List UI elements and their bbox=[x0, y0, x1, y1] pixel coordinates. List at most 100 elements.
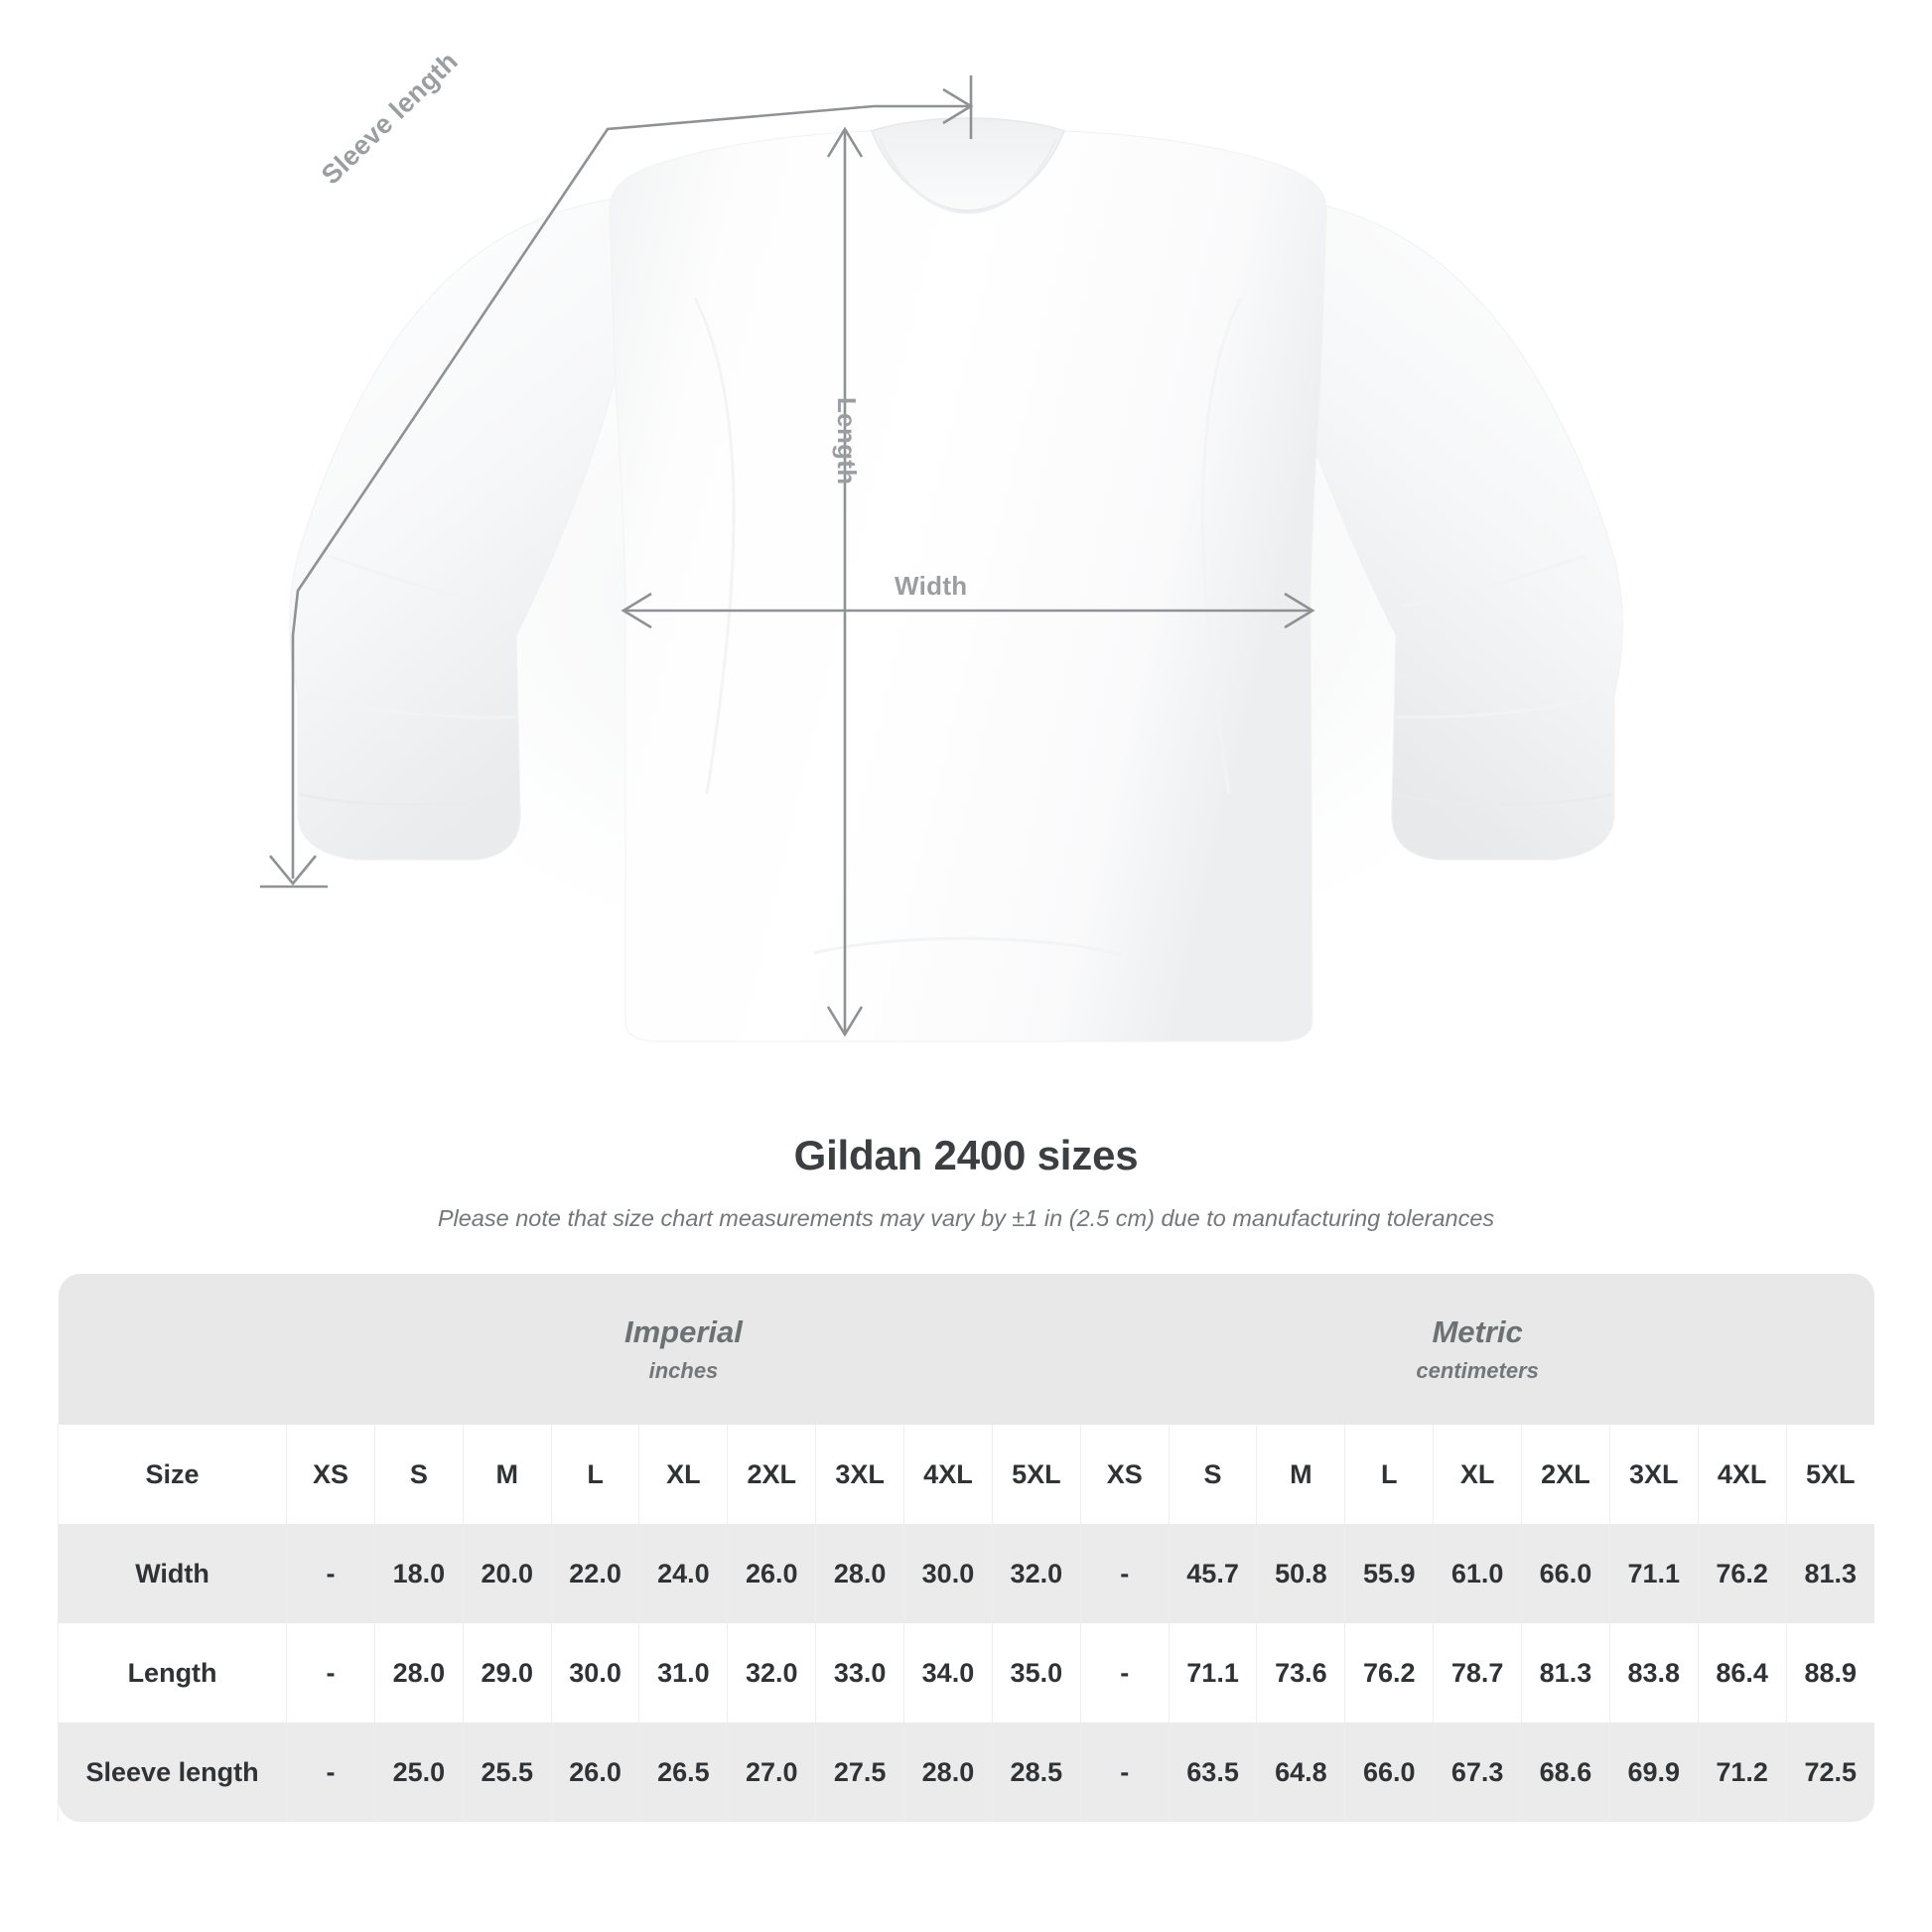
cell-width-imperial-l: 22.0 bbox=[550, 1524, 639, 1623]
cell-length-imperial-4xl: 34.0 bbox=[903, 1623, 993, 1723]
cell-sleeve-imperial-3xl: 27.5 bbox=[815, 1723, 904, 1822]
table-row: Width - 18.0 20.0 22.0 24.0 26.0 28.0 30… bbox=[57, 1524, 1874, 1623]
cell-width-imperial-xs: - bbox=[286, 1524, 375, 1623]
row-label-sleeve-length: Sleeve length bbox=[57, 1723, 287, 1822]
cell-length-metric-s: 71.1 bbox=[1168, 1623, 1257, 1723]
measurement-guides bbox=[260, 75, 1315, 1037]
unit-group-header-row: Imperial inches Metric centimeters bbox=[58, 1274, 1874, 1425]
size-header-imperial-m: M bbox=[462, 1425, 552, 1524]
cell-sleeve-metric-2xl: 68.6 bbox=[1521, 1723, 1610, 1822]
cell-sleeve-metric-s: 63.5 bbox=[1168, 1723, 1257, 1822]
length-dimension-label: Length bbox=[832, 397, 862, 485]
cell-length-metric-l: 76.2 bbox=[1344, 1623, 1434, 1723]
size-header-metric-5xl: 5XL bbox=[1785, 1425, 1874, 1524]
cell-length-imperial-5xl: 35.0 bbox=[991, 1623, 1081, 1723]
title-block: Gildan 2400 sizes Please note that size … bbox=[0, 1132, 1932, 1232]
fabric-folds bbox=[307, 297, 1605, 957]
width-arrowhead-right bbox=[1284, 592, 1315, 629]
size-header-imperial-xs: XS bbox=[286, 1425, 375, 1524]
width-arrowhead-left bbox=[621, 592, 652, 629]
cell-length-imperial-2xl: 32.0 bbox=[727, 1623, 816, 1723]
size-chart-table-wrapper: Imperial inches Metric centimeters Size … bbox=[57, 1274, 1874, 1822]
cell-length-metric-xl: 78.7 bbox=[1433, 1623, 1522, 1723]
cell-sleeve-imperial-xs: - bbox=[286, 1723, 375, 1822]
size-header-imperial-s: S bbox=[373, 1425, 464, 1524]
cell-width-metric-s: 45.7 bbox=[1168, 1524, 1257, 1623]
garment-diagram-svg bbox=[258, 75, 1648, 1042]
sleeve-length-arrowhead-down bbox=[268, 855, 318, 887]
cell-length-metric-m: 73.6 bbox=[1256, 1623, 1345, 1723]
cell-sleeve-imperial-5xl: 28.5 bbox=[991, 1723, 1081, 1822]
row-label-length: Length bbox=[57, 1623, 287, 1723]
garment-illustration: Sleeve length Length Width bbox=[258, 46, 1648, 1042]
row-label-width: Width bbox=[57, 1524, 287, 1623]
size-header-metric-2xl: 2XL bbox=[1521, 1425, 1610, 1524]
cell-length-imperial-xl: 31.0 bbox=[638, 1623, 728, 1723]
cell-width-imperial-4xl: 30.0 bbox=[903, 1524, 993, 1623]
length-arrowhead-top bbox=[826, 126, 864, 158]
width-dimension-label: Width bbox=[895, 571, 968, 601]
cell-sleeve-imperial-xl: 26.5 bbox=[638, 1723, 728, 1822]
cell-width-metric-m: 50.8 bbox=[1256, 1524, 1345, 1623]
size-header-imperial-4xl: 4XL bbox=[903, 1425, 993, 1524]
cell-sleeve-metric-5xl: 72.5 bbox=[1785, 1723, 1874, 1822]
cell-length-metric-3xl: 83.8 bbox=[1608, 1623, 1699, 1723]
cell-width-imperial-2xl: 26.0 bbox=[727, 1524, 816, 1623]
cell-length-imperial-l: 30.0 bbox=[550, 1623, 639, 1723]
size-header-metric-xs: XS bbox=[1079, 1425, 1170, 1524]
size-header-row: Size XS S M L XL 2XL 3XL 4XL 5XL XS S M … bbox=[57, 1425, 1874, 1524]
cell-width-metric-l: 55.9 bbox=[1344, 1524, 1434, 1623]
cell-width-metric-2xl: 66.0 bbox=[1521, 1524, 1610, 1623]
cell-length-metric-5xl: 88.9 bbox=[1785, 1623, 1874, 1723]
size-header-metric-l: L bbox=[1344, 1425, 1434, 1524]
table-row: Sleeve length - 25.0 25.5 26.0 26.5 27.0… bbox=[57, 1723, 1874, 1822]
cell-sleeve-imperial-2xl: 27.0 bbox=[727, 1723, 816, 1822]
cell-length-imperial-xs: - bbox=[286, 1623, 375, 1723]
length-arrowhead-bottom bbox=[826, 1006, 864, 1037]
cell-length-metric-4xl: 86.4 bbox=[1697, 1623, 1787, 1723]
cell-sleeve-metric-m: 64.8 bbox=[1256, 1723, 1345, 1822]
cell-sleeve-metric-3xl: 69.9 bbox=[1608, 1723, 1699, 1822]
cell-width-imperial-3xl: 28.0 bbox=[815, 1524, 904, 1623]
cell-width-metric-4xl: 76.2 bbox=[1697, 1524, 1787, 1623]
size-column-label: Size bbox=[57, 1425, 287, 1524]
shirt-body bbox=[609, 130, 1327, 1042]
cell-sleeve-metric-xl: 67.3 bbox=[1433, 1723, 1522, 1822]
table-row: Length - 28.0 29.0 30.0 31.0 32.0 33.0 3… bbox=[57, 1623, 1874, 1723]
size-header-imperial-5xl: 5XL bbox=[991, 1425, 1081, 1524]
collar-inner-seam bbox=[878, 138, 1058, 214]
size-header-metric-m: M bbox=[1256, 1425, 1345, 1524]
cell-sleeve-imperial-4xl: 28.0 bbox=[903, 1723, 993, 1822]
size-header-metric-3xl: 3XL bbox=[1608, 1425, 1699, 1524]
cuff-ribs bbox=[299, 792, 1613, 806]
cell-sleeve-metric-l: 66.0 bbox=[1344, 1723, 1434, 1822]
right-sleeve bbox=[1290, 198, 1623, 861]
size-header-imperial-xl: XL bbox=[638, 1425, 728, 1524]
cell-width-imperial-xl: 24.0 bbox=[638, 1524, 728, 1623]
cell-width-imperial-s: 18.0 bbox=[373, 1524, 464, 1623]
size-chart-table: Imperial inches Metric centimeters Size … bbox=[57, 1274, 1874, 1822]
cell-sleeve-imperial-l: 26.0 bbox=[550, 1723, 639, 1822]
unit-group-imperial: Imperial inches bbox=[286, 1274, 1081, 1425]
size-header-imperial-3xl: 3XL bbox=[815, 1425, 904, 1524]
cell-length-imperial-m: 29.0 bbox=[462, 1623, 552, 1723]
cell-length-imperial-3xl: 33.0 bbox=[815, 1623, 904, 1723]
cell-length-imperial-s: 28.0 bbox=[373, 1623, 464, 1723]
size-header-metric-4xl: 4XL bbox=[1697, 1425, 1787, 1524]
cell-length-metric-xs: - bbox=[1079, 1623, 1170, 1723]
unit-group-imperial-name: Imperial bbox=[624, 1314, 743, 1350]
unit-group-imperial-sub: inches bbox=[648, 1357, 719, 1383]
size-header-metric-xl: XL bbox=[1433, 1425, 1522, 1524]
unit-group-metric-sub: centimeters bbox=[1416, 1357, 1539, 1383]
size-header-imperial-2xl: 2XL bbox=[727, 1425, 816, 1524]
cell-length-metric-2xl: 81.3 bbox=[1521, 1623, 1610, 1723]
page-subtitle: Please note that size chart measurements… bbox=[437, 1205, 1495, 1231]
cell-width-metric-xl: 61.0 bbox=[1433, 1524, 1522, 1623]
cell-sleeve-imperial-s: 25.0 bbox=[373, 1723, 464, 1822]
table-corner-cell bbox=[58, 1274, 287, 1425]
page-title: Gildan 2400 sizes bbox=[793, 1132, 1139, 1178]
cell-width-metric-3xl: 71.1 bbox=[1608, 1524, 1699, 1623]
cell-sleeve-metric-xs: - bbox=[1079, 1723, 1170, 1822]
sleeve-length-guide-line bbox=[291, 104, 968, 879]
cell-width-imperial-5xl: 32.0 bbox=[991, 1524, 1081, 1623]
